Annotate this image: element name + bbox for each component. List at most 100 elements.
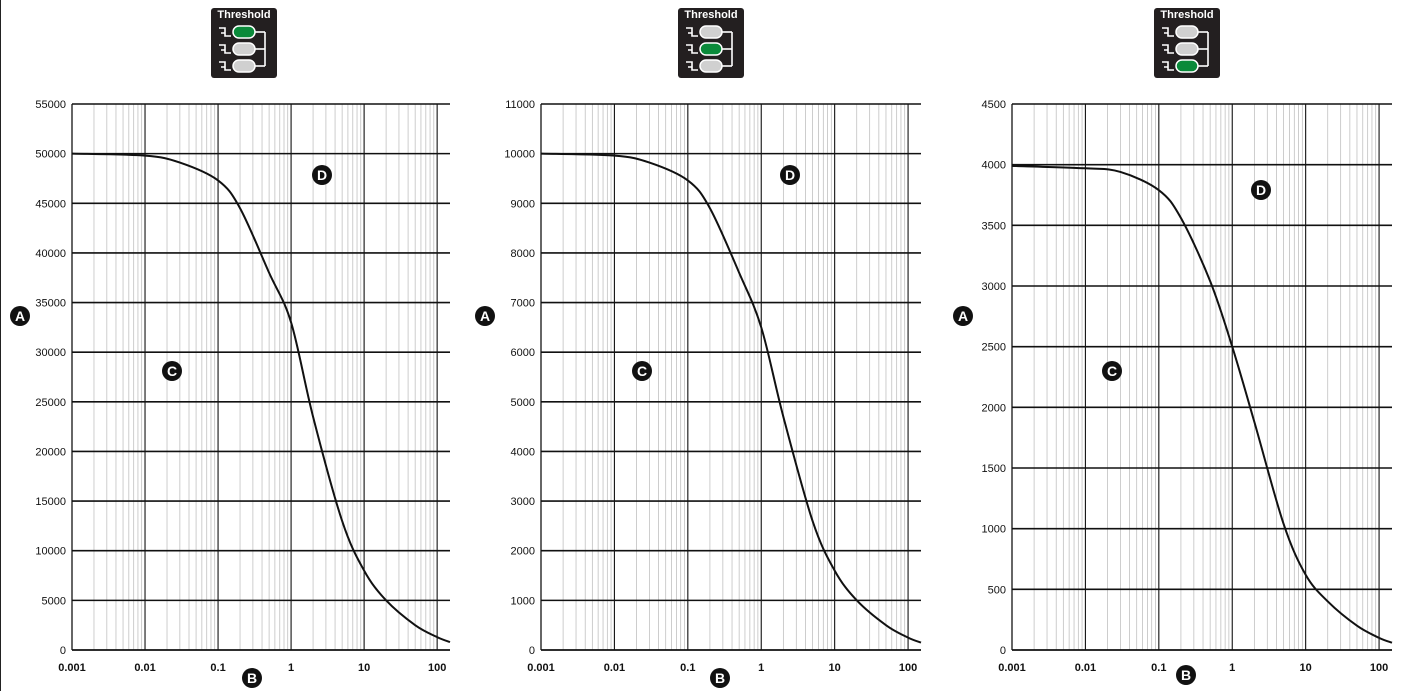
- threshold-badge-title: Threshold: [1160, 9, 1214, 21]
- callout-c-letter: C: [167, 363, 177, 379]
- x-tick-label: 1: [1229, 662, 1235, 674]
- callout-a-circle: [10, 306, 30, 326]
- threshold-level-indicator: [1175, 59, 1199, 73]
- threshold-level-indicator: [1175, 42, 1199, 56]
- callout-d: D: [1251, 180, 1271, 200]
- threshold-step-glyph: [686, 27, 698, 37]
- y-tick-label: 11000: [505, 99, 535, 111]
- y-tick-label: 55000: [35, 99, 66, 111]
- callout-c-letter: C: [637, 363, 647, 379]
- callout-a: A: [10, 306, 30, 326]
- y-tick-label: 2000: [511, 546, 535, 558]
- y-tick-label: 1500: [982, 463, 1006, 475]
- callout-d: D: [312, 165, 332, 185]
- threshold-curve: [540, 152, 922, 644]
- threshold-level-indicator: [1175, 25, 1199, 39]
- threshold-level-1: [219, 25, 265, 39]
- threshold-level-icon: [219, 25, 266, 73]
- callout-a-circle: [475, 306, 495, 326]
- callout-b-circle: [710, 668, 730, 688]
- y-tick-label: 40000: [35, 248, 66, 260]
- y-tick-label: 5000: [42, 595, 66, 607]
- threshold-badge-2: Threshold: [678, 8, 744, 78]
- callout-b-letter: B: [1181, 667, 1191, 683]
- threshold-step-glyph: [219, 61, 231, 71]
- callout-c: C: [632, 361, 652, 381]
- callout-c-circle: [632, 361, 652, 381]
- callout-a-letter: A: [15, 308, 25, 324]
- chart-3: 0 500 1000 1500 2000 2500 3000 3500 4000 4500 0.00…: [953, 99, 1393, 685]
- callout-b-letter: B: [247, 670, 257, 686]
- callout-d-circle: [1251, 180, 1271, 200]
- callout-b-circle: [242, 668, 262, 688]
- y-tick-label: 1000: [511, 595, 535, 607]
- threshold-badge-1: Threshold: [211, 8, 277, 78]
- y-tick-label: 4500: [982, 99, 1006, 111]
- callout-d-circle: [780, 165, 800, 185]
- callout-a: A: [475, 306, 495, 326]
- threshold-level-3: [219, 59, 265, 73]
- y-tick-label: 4000: [982, 160, 1006, 172]
- threshold-level-indicator: [232, 59, 256, 73]
- callout-c-letter: C: [1107, 363, 1117, 379]
- x-tick-label: 1: [758, 662, 764, 674]
- y-tick-label: 15000: [35, 496, 66, 508]
- y-tick-label: 6000: [511, 347, 535, 359]
- x-tick-label: 0.1: [680, 662, 695, 674]
- y-tick-label: 7000: [511, 298, 535, 310]
- y-tick-label: 8000: [511, 248, 535, 260]
- x-tick-label: 10: [358, 662, 370, 674]
- threshold-step-glyph: [686, 61, 698, 71]
- y-tick-label: 35000: [35, 298, 66, 310]
- y-tick-label: 1000: [982, 524, 1006, 536]
- callout-d-letter: D: [317, 167, 327, 183]
- y-tick-label: 3000: [511, 496, 535, 508]
- threshold-step-glyph: [1162, 61, 1174, 71]
- callout-a: A: [953, 306, 973, 326]
- threshold-step-glyph: [686, 44, 698, 54]
- y-tick-label: 3000: [982, 281, 1006, 293]
- threshold-step-glyph: [1162, 44, 1174, 54]
- threshold-step-glyph: [1162, 27, 1174, 37]
- y-tick-label: 10000: [504, 149, 535, 161]
- x-tick-label: 10: [829, 662, 841, 674]
- threshold-badge-title: Threshold: [217, 9, 271, 21]
- threshold-step-glyph: [219, 44, 231, 54]
- threshold-level-2: [1162, 42, 1208, 56]
- left-border: [0, 0, 1, 691]
- callout-d-letter: D: [785, 167, 795, 183]
- threshold-curve: [1011, 164, 1393, 644]
- threshold-level-icon: [1162, 25, 1209, 73]
- threshold-level-indicator: [699, 42, 723, 56]
- x-tick-label: 0.01: [1075, 662, 1096, 674]
- callout-b: B: [242, 668, 262, 688]
- x-tick-label: 0.1: [210, 662, 225, 674]
- y-tick-label: 50000: [35, 149, 66, 161]
- callout-d: D: [780, 165, 800, 185]
- threshold-level-indicator: [699, 25, 723, 39]
- threshold-level-2: [686, 42, 732, 56]
- x-tick-label: 10: [1300, 662, 1312, 674]
- x-tick-label: 100: [899, 662, 917, 674]
- callout-c-circle: [162, 361, 182, 381]
- callout-b: B: [1176, 665, 1196, 685]
- threshold-level-indicator: [232, 42, 256, 56]
- x-tick-label: 0.01: [604, 662, 625, 674]
- x-tick-label: 0.001: [527, 662, 555, 674]
- x-tick-label: 1: [288, 662, 294, 674]
- x-tick-label: 100: [428, 662, 446, 674]
- callout-a-letter: A: [958, 308, 968, 324]
- threshold-level-icon: [686, 25, 733, 73]
- callout-c: C: [162, 361, 182, 381]
- threshold-level-3: [686, 59, 732, 73]
- threshold-curve: [71, 152, 451, 643]
- threshold-level-2: [219, 42, 265, 56]
- y-tick-label: 5000: [511, 397, 535, 409]
- callout-c-circle: [1102, 361, 1122, 381]
- callout-a-letter: A: [480, 308, 490, 324]
- y-tick-label: 9000: [511, 198, 535, 210]
- y-tick-label: 0: [60, 645, 66, 657]
- callout-b-letter: B: [715, 670, 725, 686]
- threshold-badge-title: Threshold: [684, 9, 738, 21]
